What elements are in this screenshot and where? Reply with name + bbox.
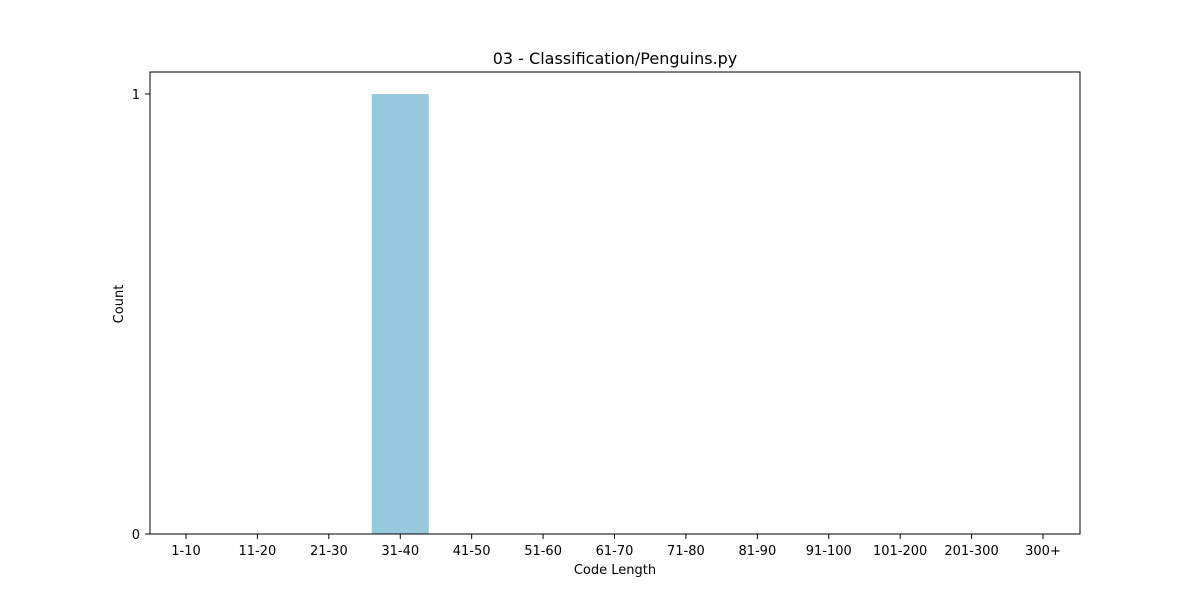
x-axis: 1-10 11-20 21-30 31-40 41-50 51-60 61-70 71-80 8… <box>171 534 1061 559</box>
x-tick-label: 31-40 <box>381 544 419 559</box>
plot-area-frame <box>149 71 1081 535</box>
x-tick-label: 300+ <box>1025 544 1061 559</box>
x-tick-label: 61-70 <box>596 544 634 559</box>
x-tick-label: 21-30 <box>310 544 348 559</box>
x-tick-label: 1-10 <box>171 544 201 559</box>
x-tick-label: 81-90 <box>738 544 776 559</box>
y-tick-label: 1 <box>132 88 140 103</box>
x-tick-label: 41-50 <box>453 544 491 559</box>
x-tick-label: 11-20 <box>239 544 277 559</box>
x-tick-label: 101-200 <box>873 544 927 559</box>
x-tick-label: 201-300 <box>944 544 998 559</box>
y-axis-label: Count <box>112 285 127 324</box>
x-axis-label: Code Length <box>574 563 656 578</box>
x-tick-label: 91-100 <box>806 544 852 559</box>
bar-31-40 <box>371 94 429 534</box>
y-axis: 01 <box>132 88 150 543</box>
x-tick-label: 51-60 <box>524 544 562 559</box>
chart-title: 03 - Classification/Penguins.py <box>493 49 738 68</box>
y-tick-label: 0 <box>132 528 140 543</box>
bars-group <box>371 94 429 534</box>
x-tick-label: 71-80 <box>667 544 705 559</box>
